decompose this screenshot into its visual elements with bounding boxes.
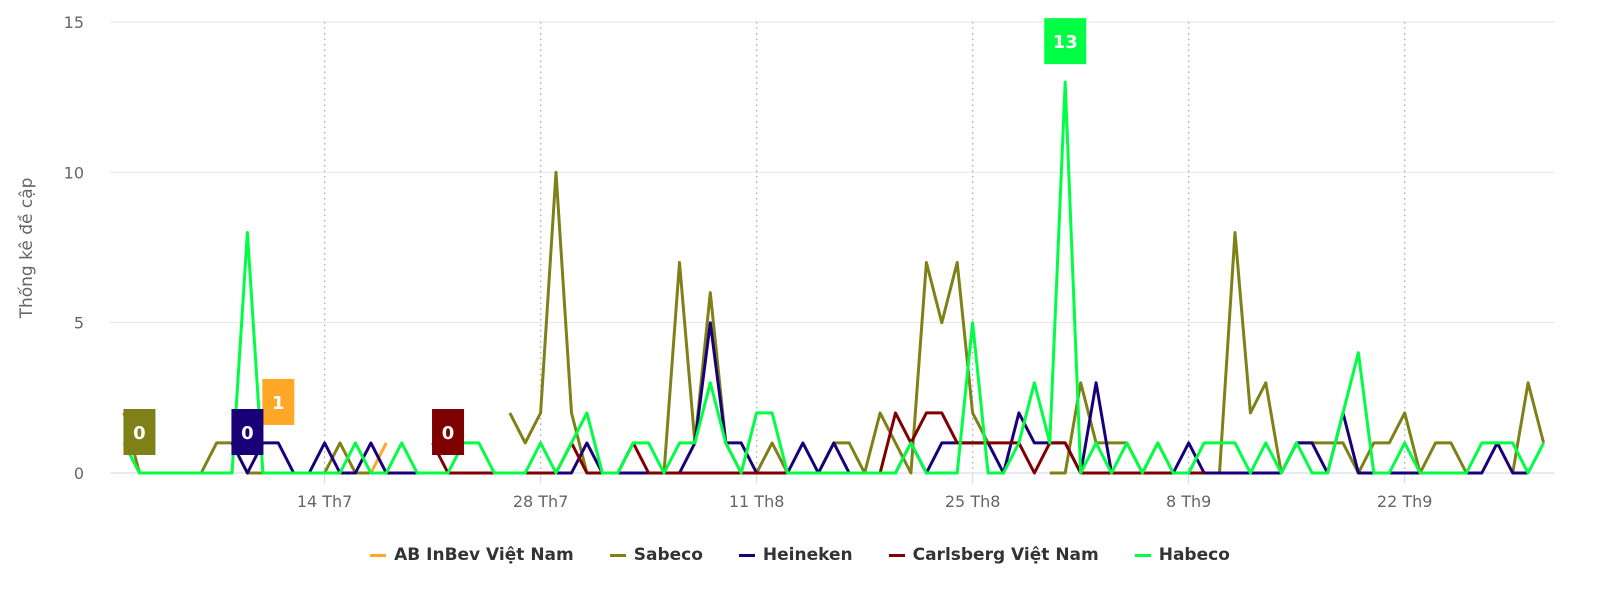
data-label-box <box>231 409 264 455</box>
legend-item[interactable]: AB InBev Việt Nam <box>370 545 574 565</box>
data-label: 0 <box>231 409 264 455</box>
legend: AB InBev Việt Nam Sabeco Heineken Carlsberg… <box>0 545 1600 565</box>
data-label: 1 <box>262 378 295 425</box>
x-tick-label: 14 Th7 <box>297 492 353 511</box>
legend-label: AB InBev Việt Nam <box>394 545 574 565</box>
data-label: 13 <box>1044 18 1087 65</box>
legend-line-icon <box>888 553 905 557</box>
data-label: 0 <box>123 409 156 455</box>
data-label-box <box>262 378 295 425</box>
legend-item[interactable]: Heineken <box>738 545 853 565</box>
data-label-box <box>1044 18 1087 65</box>
data-label-text: 0 <box>241 423 254 444</box>
series-lines <box>122 80 1546 475</box>
legend-item[interactable]: Carlsberg Việt Nam <box>888 545 1099 565</box>
legend-line-icon <box>370 553 387 557</box>
data-label-box <box>123 409 156 455</box>
y-tick-label: 15 <box>64 13 84 32</box>
legend-item[interactable]: Sabeco <box>609 545 703 565</box>
data-label: 0 <box>432 409 465 455</box>
x-tick-label: 22 Th9 <box>1377 492 1433 511</box>
series-line-4[interactable] <box>122 80 1545 475</box>
legend-line-icon <box>1134 553 1151 557</box>
data-label-text: 0 <box>442 423 455 444</box>
y-tick-label: 10 <box>64 163 84 182</box>
data-label-text: 13 <box>1053 32 1078 53</box>
x-tick-label: 11 Th8 <box>729 492 785 511</box>
legend-item[interactable]: Habeco <box>1134 545 1230 565</box>
legend-line-icon <box>738 553 755 557</box>
legend-label: Habeco <box>1158 545 1230 565</box>
data-label-box <box>432 409 465 455</box>
y-tick-label: 5 <box>74 314 84 333</box>
y-tick-label: 0 <box>74 464 84 483</box>
legend-label: Carlsberg Việt Nam <box>912 545 1099 565</box>
data-label-text: 1 <box>272 393 285 414</box>
data-labels: 10 0 013 <box>123 18 1087 455</box>
y-axis-title: Thống kê đề cập <box>16 178 37 320</box>
data-label-text: 0 <box>133 423 146 444</box>
legend-label: Sabeco <box>633 545 703 565</box>
legend-label: Heineken <box>762 545 853 565</box>
legend-line-icon <box>609 553 626 557</box>
x-tick-label: 8 Th9 <box>1166 492 1211 511</box>
x-tick-label: 28 Th7 <box>513 492 569 511</box>
x-tick-label: 25 Th8 <box>945 492 1001 511</box>
